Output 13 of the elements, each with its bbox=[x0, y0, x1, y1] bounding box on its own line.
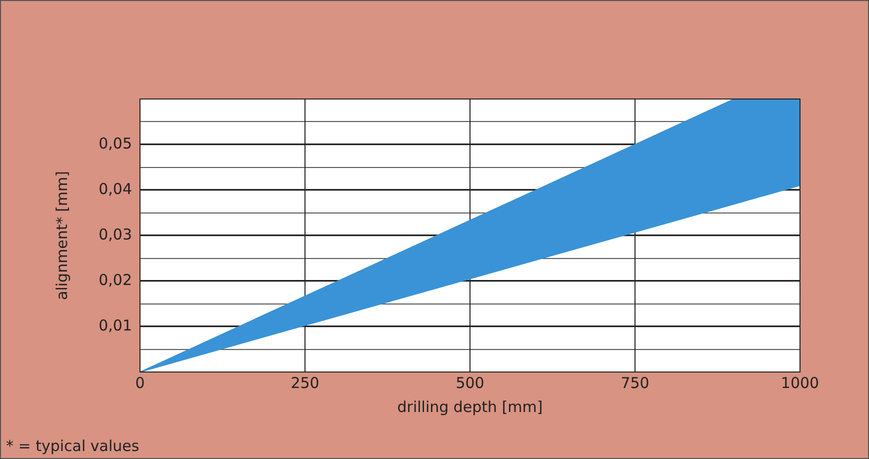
y-tick-label: 0,03 bbox=[98, 225, 132, 244]
y-axis-title: alignment* [mm] bbox=[52, 171, 71, 300]
x-tick-label: 250 bbox=[290, 374, 320, 392]
y-tick-label: 0,01 bbox=[98, 316, 132, 334]
x-tick-label: 750 bbox=[620, 374, 650, 392]
y-tick-label: 0,04 bbox=[98, 180, 132, 198]
x-tick-label: 1000 bbox=[780, 374, 820, 392]
y-tick-label: 0,02 bbox=[98, 270, 132, 289]
text: * = typical values bbox=[6, 437, 140, 455]
y-tick-label: 0,05 bbox=[98, 134, 132, 152]
x-tick-label: 500 bbox=[456, 374, 484, 392]
x-tick-label: 0 bbox=[135, 374, 145, 392]
x-axis-title: drilling depth [mm] bbox=[397, 398, 543, 416]
